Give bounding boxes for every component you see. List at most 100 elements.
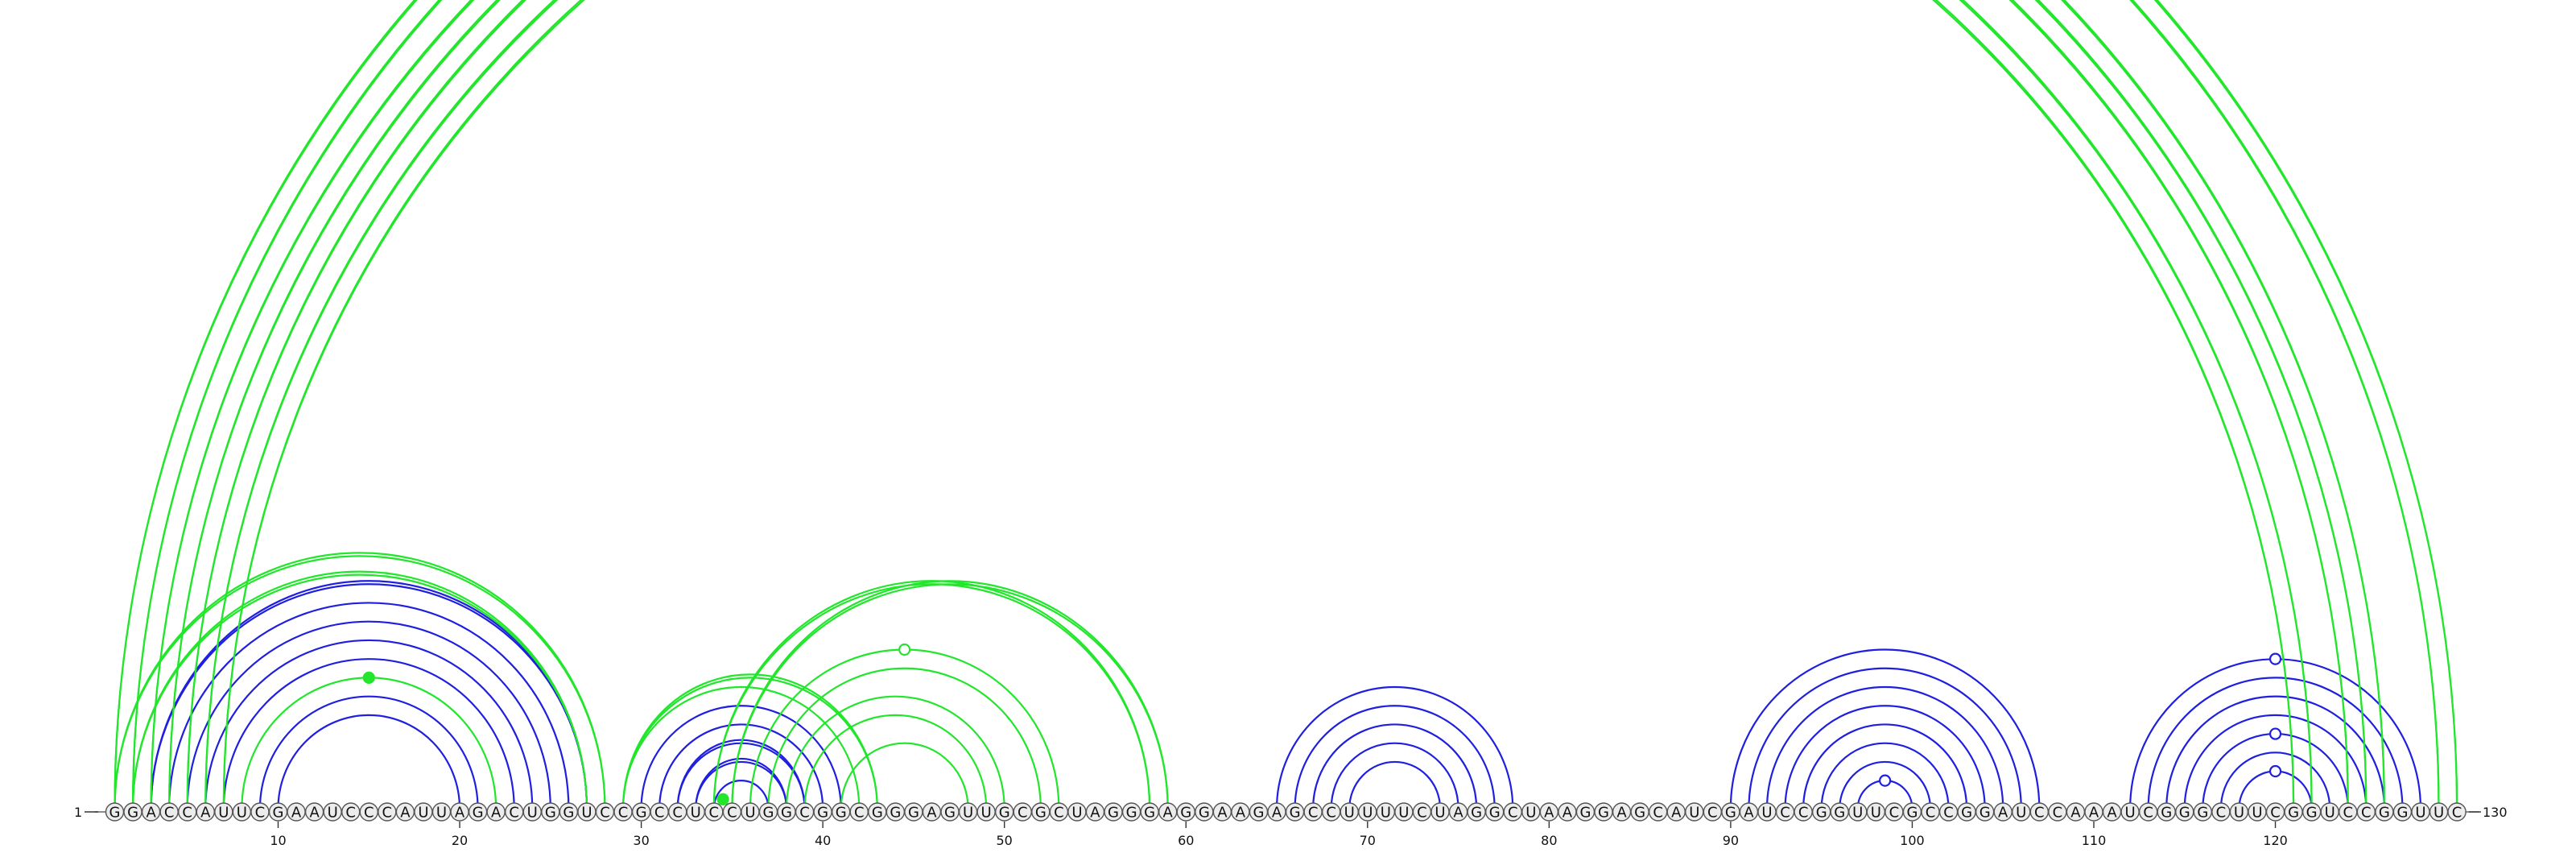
nucleotide-107: C bbox=[2029, 802, 2050, 822]
nucleotide-letter-124: C bbox=[2343, 804, 2353, 821]
nucleotide-90: G bbox=[1721, 802, 1740, 822]
nucleotide-100: G bbox=[1902, 802, 1922, 822]
nucleotide-letter-130: C bbox=[2452, 804, 2462, 821]
nucleotide-3: A bbox=[141, 802, 161, 822]
nucleotide-letter-110: A bbox=[2089, 804, 2099, 821]
nucleotide-letter-118: U bbox=[2234, 804, 2244, 821]
blue-arc-32-39-line-2 bbox=[676, 739, 806, 809]
nucleotide-94: C bbox=[1794, 802, 1813, 822]
nucleotide-letter-69: U bbox=[1344, 804, 1355, 821]
green-arc-34-58-line-1 bbox=[712, 583, 1151, 809]
nucleotide-50: G bbox=[994, 802, 1014, 822]
nucleotide-letter-74: U bbox=[1435, 804, 1445, 821]
nucleotide-71: U bbox=[1376, 802, 1396, 822]
nucleotide-letter-48: U bbox=[963, 804, 973, 821]
tick-label-30: 30 bbox=[633, 833, 649, 848]
nucleotide-70: U bbox=[1358, 802, 1377, 822]
nucleotide-73: C bbox=[1412, 802, 1432, 822]
nucleotide-letter-34: C bbox=[709, 804, 720, 821]
nucleotide-letter-49: U bbox=[981, 804, 992, 821]
nucleotide-80: A bbox=[1539, 802, 1559, 822]
nucleotide-1: G bbox=[105, 802, 125, 822]
nucleotide-letter-96: G bbox=[1834, 804, 1845, 821]
nucleotide-65: A bbox=[1267, 802, 1286, 822]
nucleotide-32: C bbox=[668, 802, 687, 822]
nucleotide-letter-35: C bbox=[727, 804, 737, 821]
nucleotide-letter-9: C bbox=[255, 804, 266, 821]
nucleotide-13: U bbox=[323, 802, 342, 822]
nucleotide-letter-22: A bbox=[491, 804, 502, 821]
nucleotide-127: G bbox=[2392, 802, 2413, 822]
nucleotide-95: G bbox=[1811, 802, 1831, 822]
nucleotide-letter-66: G bbox=[1290, 804, 1301, 821]
blue-arc-9-21 bbox=[258, 695, 479, 809]
blue-arc-67-76 bbox=[1312, 723, 1478, 809]
nucleotide-9: C bbox=[250, 802, 270, 822]
nucleotide-44: G bbox=[886, 802, 906, 822]
blue-arc-94-103 bbox=[1802, 723, 1968, 809]
blue-arc-93-104 bbox=[1784, 705, 1986, 809]
nucleotide-letter-25: G bbox=[545, 804, 556, 821]
nucleotide-letter-11: A bbox=[291, 804, 302, 821]
green-filled-marker-34-35 bbox=[716, 793, 729, 805]
nucleotide-87: A bbox=[1666, 802, 1686, 822]
nucleotide-77: G bbox=[1484, 802, 1505, 822]
green-arc-6-122-line-1 bbox=[204, 0, 2313, 809]
arc-markers bbox=[362, 643, 2282, 805]
nucleotide-letter-51: C bbox=[1018, 804, 1028, 821]
nucleotide-letter-127: G bbox=[2396, 804, 2408, 821]
nucleotide-letter-129: U bbox=[2434, 804, 2444, 821]
green-arc-39-49 bbox=[803, 714, 988, 809]
green-arc-41-48 bbox=[840, 743, 969, 809]
nucleotide-letter-83: G bbox=[1598, 804, 1609, 821]
nucleotide-letter-8: U bbox=[237, 804, 247, 821]
nucleotide-101: C bbox=[1921, 802, 1940, 822]
nucleotide-letter-88: U bbox=[1689, 804, 1699, 821]
nucleotide-24: U bbox=[522, 802, 542, 822]
nucleotide-letter-12: A bbox=[309, 804, 320, 821]
nucleotide-11: A bbox=[287, 802, 306, 822]
nucleotide-letter-28: C bbox=[600, 804, 610, 821]
nucleotide-letter-115: G bbox=[2179, 804, 2190, 821]
nucleotide-129: U bbox=[2429, 802, 2449, 822]
tick-label-90: 90 bbox=[1723, 833, 1739, 848]
green-arc-2-129-line-2 bbox=[131, 0, 2440, 809]
nucleotide-52: G bbox=[1031, 802, 1051, 822]
nucleotide-letter-94: C bbox=[1798, 804, 1809, 821]
nucleotide-letter-78: C bbox=[1508, 804, 1518, 821]
nucleotide-28: C bbox=[595, 802, 615, 822]
green-arc-29-43-line-2 bbox=[621, 673, 878, 809]
nucleotide-letter-24: U bbox=[527, 804, 538, 821]
green-arc-34-58-line-2 bbox=[712, 580, 1151, 809]
nucleotide-letter-47: G bbox=[944, 804, 956, 821]
nucleotide-letter-99: C bbox=[1889, 804, 1900, 821]
nucleotide-54: U bbox=[1067, 802, 1087, 822]
nucleotide-letter-120: C bbox=[2270, 804, 2281, 821]
nucleotide-letter-85: G bbox=[1634, 804, 1645, 821]
nucleotide-letter-15: C bbox=[364, 804, 374, 821]
green-arc-7-121-line-2 bbox=[224, 0, 2293, 809]
tick-label-50: 50 bbox=[997, 833, 1013, 848]
nucleotide-letter-98: U bbox=[1871, 804, 1881, 821]
blue-arc-10-20 bbox=[277, 714, 461, 809]
nucleotide-120: C bbox=[2265, 802, 2285, 822]
nucleotide-79: U bbox=[1521, 802, 1541, 822]
nucleotide-letter-79: U bbox=[1525, 804, 1536, 821]
green-arc-2-27-line-1 bbox=[131, 574, 588, 809]
end-label: 130 bbox=[2483, 805, 2508, 820]
nucleotide-letter-6: A bbox=[200, 804, 211, 821]
nucleotide-letter-93: C bbox=[1780, 804, 1790, 821]
nucleotide-104: G bbox=[1975, 802, 1995, 822]
nucleotide-116: G bbox=[2193, 802, 2213, 822]
tick-label-100: 100 bbox=[1900, 833, 1925, 848]
nucleotide-85: G bbox=[1630, 802, 1649, 822]
green-arc-3-126-line-2 bbox=[150, 0, 2385, 809]
nucleotide-letter-128: U bbox=[2415, 804, 2425, 821]
blue-arc-31-40 bbox=[658, 723, 824, 809]
nucleotide-69: U bbox=[1340, 802, 1359, 822]
nucleotide-letter-32: C bbox=[672, 804, 683, 821]
nucleotide-25: G bbox=[541, 802, 560, 822]
nucleotide-letter-54: U bbox=[1071, 804, 1082, 821]
nucleotide-letter-106: U bbox=[2016, 804, 2026, 821]
nucleotide-letter-62: A bbox=[1217, 804, 1228, 821]
